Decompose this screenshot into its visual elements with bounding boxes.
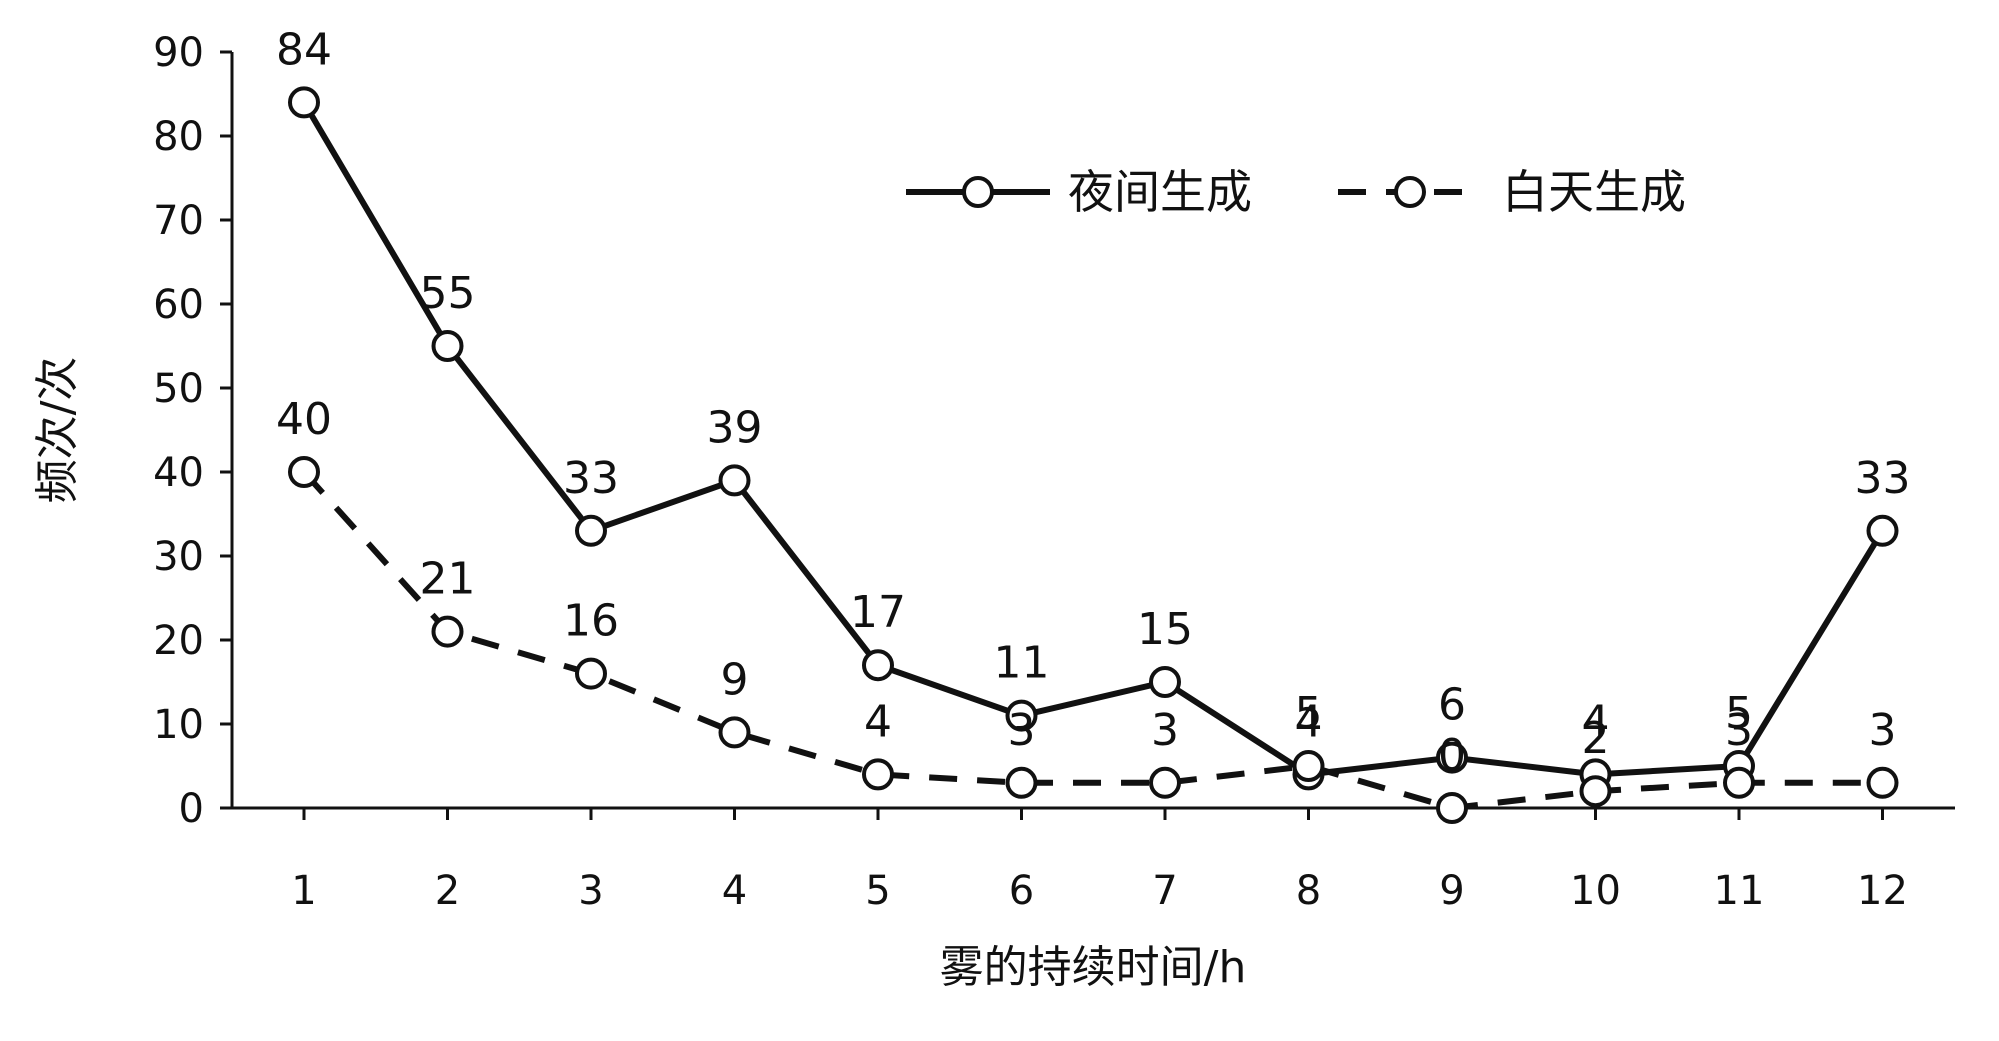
data-point-day [1149, 766, 1181, 799]
y-tick-label: 80 [153, 114, 204, 160]
x-tick-label: 8 [1296, 868, 1321, 914]
y-tick-label: 40 [153, 450, 204, 496]
x-tick-label: 11 [1714, 868, 1765, 914]
data-point-day [1579, 775, 1612, 808]
legend: 夜间生成 白天生成 [906, 165, 1686, 219]
data-label-day: 4 [864, 696, 892, 747]
data-point-night [1005, 699, 1038, 732]
x-tick-label: 12 [1857, 868, 1908, 914]
data-point-day [1436, 792, 1468, 824]
data-label-day: 5 [1295, 688, 1323, 739]
data-label-day: 3 [1008, 705, 1036, 756]
data-label-night: 39 [707, 402, 763, 453]
data-point-night [288, 86, 320, 119]
y-tick-label: 10 [153, 702, 204, 748]
data-label-day: 0 [1438, 730, 1466, 781]
legend-marker-day [1394, 176, 1426, 208]
data-label-night: 33 [563, 453, 619, 504]
x-axis-title: 雾的持续时间/h [940, 942, 1247, 993]
y-ticks: 0 10 20 30 40 50 60 70 80 90 [153, 30, 232, 832]
data-point-night [862, 649, 894, 682]
data-point-night [575, 514, 607, 547]
legend-item-night: 夜间生成 [906, 165, 1252, 219]
data-point-night [1149, 666, 1181, 698]
y-tick-label: 30 [153, 534, 204, 580]
data-label-day: 3 [1725, 705, 1753, 756]
data-label-night: 4 [1295, 696, 1323, 747]
y-tick-label: 0 [179, 786, 204, 832]
x-ticks: 1 2 3 4 5 6 7 8 9 10 11 12 [291, 808, 1908, 914]
data-point-night [1866, 514, 1899, 547]
data-label-day: 40 [276, 394, 332, 445]
y-tick-label: 60 [153, 282, 204, 328]
x-tick-label: 9 [1439, 868, 1464, 914]
data-point-day [288, 456, 320, 488]
data-label-night: 84 [276, 24, 332, 75]
data-label-day: 9 [721, 654, 749, 705]
data-label-night: 15 [1137, 604, 1193, 655]
data-point-day [575, 657, 607, 690]
data-label-day: 2 [1582, 713, 1610, 764]
y-tick-label: 90 [153, 30, 204, 76]
data-point-day [1292, 750, 1325, 782]
x-tick-label: 2 [435, 868, 460, 914]
y-tick-label: 70 [153, 198, 204, 244]
data-point-night [718, 464, 751, 497]
y-tick-label: 20 [153, 618, 204, 664]
data-label-night: 55 [420, 268, 476, 319]
data-label-day: 21 [420, 554, 476, 605]
data-label-night: 17 [850, 587, 906, 638]
legend-marker-night [962, 176, 994, 208]
x-tick-label: 6 [1009, 868, 1034, 914]
series-line-night [301, 100, 1886, 778]
axes [230, 52, 1955, 810]
data-label-night: 11 [994, 638, 1050, 689]
data-point-day [718, 716, 751, 749]
data-label-night: 4 [1582, 696, 1610, 747]
x-tick-label: 10 [1570, 868, 1621, 914]
data-point-day [1005, 766, 1038, 799]
data-point-night [1436, 741, 1468, 774]
data-point-day [1866, 766, 1899, 799]
legend-label-night: 夜间生成 [1068, 165, 1252, 219]
x-tick-label: 7 [1152, 868, 1177, 914]
data-point-day [862, 758, 894, 791]
series-line-day [301, 469, 1883, 811]
data-label-day: 16 [563, 596, 619, 647]
y-axis-title: 频次/次 [32, 357, 83, 504]
data-label-night: 33 [1855, 453, 1911, 504]
data-point-day [431, 615, 464, 648]
data-label-day: 3 [1869, 705, 1897, 756]
y-tick-label: 50 [153, 366, 204, 412]
legend-label-day: 白天生成 [1502, 165, 1686, 219]
data-label-night: 6 [1438, 680, 1466, 731]
data-point-day [1723, 766, 1755, 799]
x-tick-label: 3 [578, 868, 603, 914]
x-tick-label: 4 [722, 868, 747, 914]
series [288, 86, 1899, 824]
x-tick-label: 1 [291, 868, 316, 914]
data-label-night: 5 [1725, 688, 1753, 739]
x-tick-label: 5 [865, 868, 890, 914]
legend-item-day: 白天生成 [1338, 165, 1686, 219]
data-point-night [431, 330, 464, 362]
data-label-day: 3 [1151, 705, 1179, 756]
